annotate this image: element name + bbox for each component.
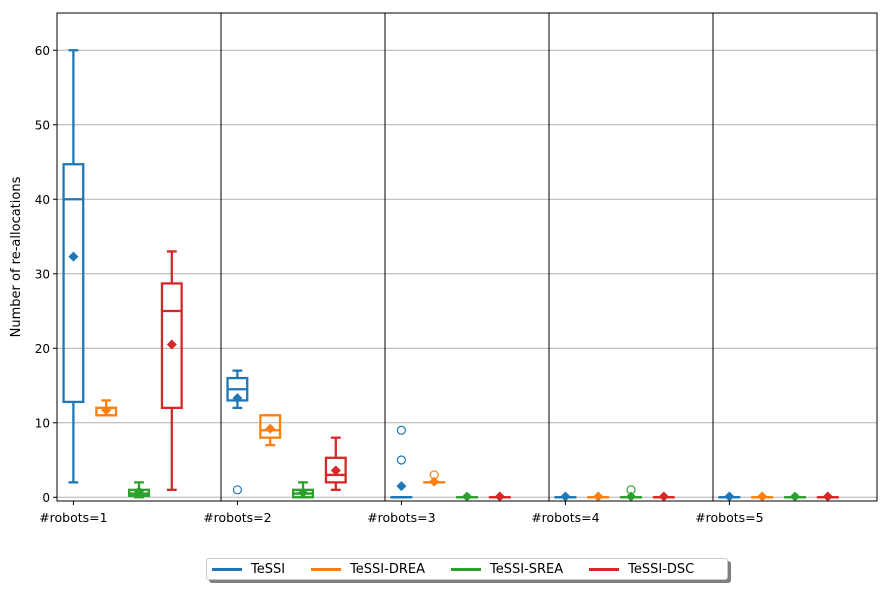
legend: TeSSI TeSSI-DREA TeSSI-SREA TeSSI-DSC xyxy=(206,558,728,580)
box-tessi-dsc-group-5 xyxy=(816,491,839,502)
box-tessi-group-3 xyxy=(390,425,413,499)
legend-swatch xyxy=(451,567,481,571)
mean-marker xyxy=(396,481,407,492)
box-tessi-dsc-group-2 xyxy=(324,436,347,491)
box-tessi-drea-group-3 xyxy=(423,470,446,487)
box-tessi-drea-group-2 xyxy=(259,414,282,447)
iqr-box xyxy=(160,282,183,410)
outlier-point xyxy=(232,485,242,495)
mean-marker xyxy=(822,491,833,502)
x-tick-label: #robots=1 xyxy=(39,510,107,525)
legend-item: TeSSI-DSC xyxy=(589,562,694,577)
mean-marker xyxy=(560,491,571,502)
legend-swatch xyxy=(212,567,242,571)
mean-marker xyxy=(134,486,144,497)
box-tessi-srea-group-5 xyxy=(784,491,806,502)
iqr-box xyxy=(62,163,85,404)
box-tessi-group-4 xyxy=(554,491,577,502)
box-tessi-srea-group-4 xyxy=(620,485,642,502)
mean-marker xyxy=(68,251,79,262)
box-tessi-dsc-group-4 xyxy=(652,491,675,502)
mean-marker xyxy=(790,491,800,502)
box-tessi-dsc-group-3 xyxy=(488,491,511,502)
y-tick-label: 10 xyxy=(35,416,50,430)
box-tessi-srea-group-3 xyxy=(456,491,478,502)
legend-swatch xyxy=(311,567,342,571)
mean-marker xyxy=(166,339,177,350)
legend-label: TeSSI-SREA xyxy=(490,561,564,577)
mean-marker xyxy=(429,476,440,487)
legend-item: TeSSI xyxy=(212,562,285,577)
y-axis-label: Number of re-allocations xyxy=(9,176,24,337)
group-dividers xyxy=(220,13,714,501)
y-tick-label: 50 xyxy=(35,118,50,132)
outlier-point xyxy=(396,425,406,435)
mean-marker xyxy=(757,491,768,502)
plot-area xyxy=(62,49,839,502)
box-tessi-drea-group-1 xyxy=(95,399,118,417)
x-tick-label: #robots=2 xyxy=(203,510,271,525)
mean-marker xyxy=(626,491,636,502)
box-tessi-group-5 xyxy=(718,491,741,502)
mean-marker xyxy=(330,465,341,476)
x-axis: #robots=1 #robots=2 #robots=3 #robots=4 #rob… xyxy=(39,501,764,525)
box-tessi-dsc-group-1 xyxy=(160,250,183,491)
mean-marker xyxy=(101,405,112,416)
legend-item: TeSSI-SREA xyxy=(451,562,563,577)
plot-frame xyxy=(56,12,878,502)
x-tick-label: #robots=5 xyxy=(695,510,763,525)
y-tick-label: 30 xyxy=(35,267,50,281)
mean-marker xyxy=(593,491,604,502)
mean-marker xyxy=(462,491,472,502)
mean-marker xyxy=(724,491,735,502)
mean-marker xyxy=(232,393,243,404)
legend-swatch xyxy=(589,567,620,571)
outlier-point xyxy=(396,455,406,465)
mean-marker xyxy=(265,423,276,434)
y-tick-label: 0 xyxy=(42,491,50,505)
legend-label: TeSSI-DREA xyxy=(350,561,425,577)
x-tick-label: #robots=4 xyxy=(531,510,599,525)
box-tessi-srea-group-2 xyxy=(292,481,314,499)
grid-lines xyxy=(57,49,877,498)
box-tessi-drea-group-4 xyxy=(587,491,610,502)
legend-label: TeSSI xyxy=(251,561,286,577)
box-tessi-group-1 xyxy=(62,49,85,484)
box-tessi-group-2 xyxy=(226,369,249,495)
y-tick-label: 40 xyxy=(35,193,50,207)
iqr-box xyxy=(259,414,282,439)
iqr-box xyxy=(324,456,347,484)
y-axis: 0 10 20 30 40 50 60 xyxy=(35,44,57,505)
mean-marker xyxy=(658,491,669,502)
mean-marker xyxy=(298,487,308,498)
y-tick-label: 20 xyxy=(35,342,50,356)
box-tessi-srea-group-1 xyxy=(128,481,150,499)
y-tick-label: 60 xyxy=(35,44,50,58)
mean-marker xyxy=(494,491,505,502)
legend-label: TeSSI-DSC xyxy=(628,561,695,577)
x-tick-label: #robots=3 xyxy=(367,510,435,525)
box-tessi-drea-group-5 xyxy=(751,491,774,502)
legend-item: TeSSI-DREA xyxy=(311,562,425,577)
